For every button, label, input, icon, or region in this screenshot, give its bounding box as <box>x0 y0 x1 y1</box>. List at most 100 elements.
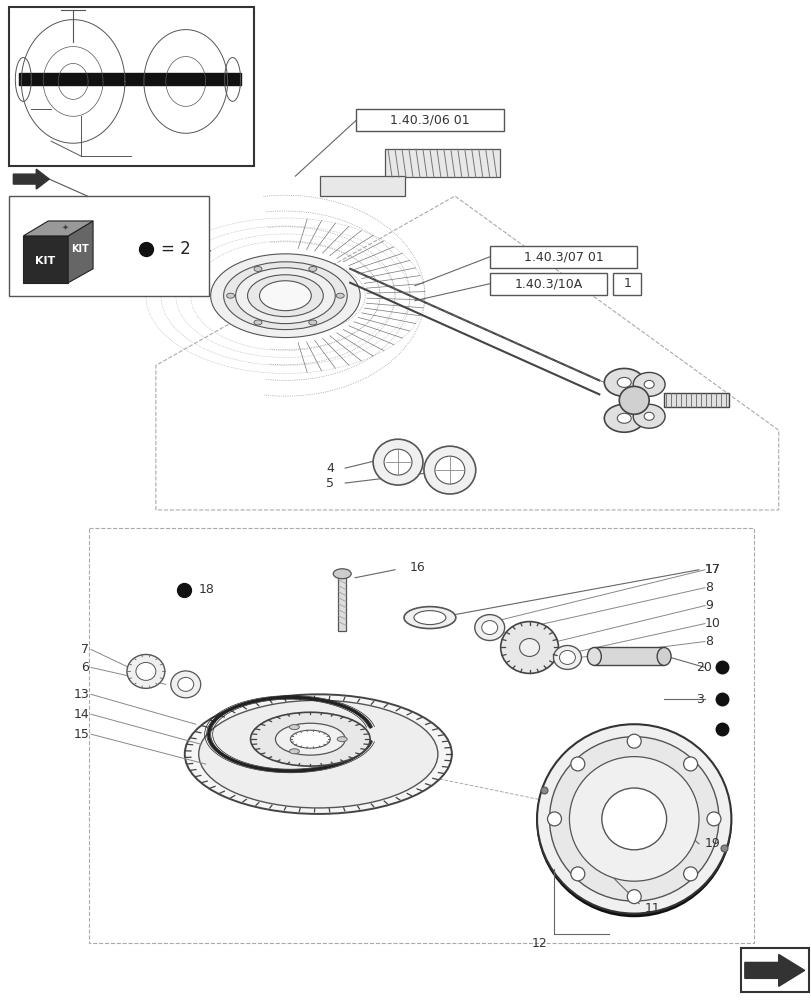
Polygon shape <box>24 221 93 236</box>
Bar <box>320 176 405 196</box>
Bar <box>10 7 253 166</box>
Ellipse shape <box>235 268 335 324</box>
Bar <box>740 948 808 992</box>
Ellipse shape <box>626 890 641 904</box>
Text: 5: 5 <box>326 477 334 490</box>
Text: 1.40.3/06 01: 1.40.3/06 01 <box>389 114 469 127</box>
Text: 12: 12 <box>531 937 547 950</box>
Ellipse shape <box>254 320 262 325</box>
Text: 4: 4 <box>326 462 334 475</box>
Ellipse shape <box>474 615 504 641</box>
Bar <box>594 647 663 665</box>
Text: 20: 20 <box>695 661 711 674</box>
Bar <box>489 273 607 295</box>
Ellipse shape <box>260 281 311 311</box>
Ellipse shape <box>336 293 344 298</box>
Ellipse shape <box>586 647 601 665</box>
Ellipse shape <box>500 622 558 673</box>
Text: 17: 17 <box>704 563 720 576</box>
Ellipse shape <box>199 700 437 808</box>
Ellipse shape <box>135 662 156 680</box>
Ellipse shape <box>569 757 698 881</box>
Text: 1.40.3/10A: 1.40.3/10A <box>513 277 582 290</box>
Text: 10: 10 <box>704 617 720 630</box>
Ellipse shape <box>127 654 165 688</box>
Text: 8: 8 <box>704 635 712 648</box>
Ellipse shape <box>404 607 455 629</box>
Ellipse shape <box>706 812 720 826</box>
Ellipse shape <box>414 611 445 625</box>
Bar <box>338 576 345 631</box>
Ellipse shape <box>308 320 316 325</box>
Polygon shape <box>24 236 68 283</box>
Ellipse shape <box>254 266 262 271</box>
Ellipse shape <box>643 380 654 388</box>
Ellipse shape <box>603 404 643 432</box>
Polygon shape <box>68 221 93 283</box>
Ellipse shape <box>290 730 330 748</box>
Ellipse shape <box>633 372 664 396</box>
Ellipse shape <box>481 621 497 635</box>
Ellipse shape <box>275 723 345 755</box>
Text: 1.40.3/07 01: 1.40.3/07 01 <box>523 250 603 263</box>
Bar <box>356 109 503 131</box>
Ellipse shape <box>559 650 575 664</box>
Text: 8: 8 <box>704 581 712 594</box>
Ellipse shape <box>553 646 581 669</box>
Ellipse shape <box>289 725 299 730</box>
Ellipse shape <box>384 449 411 475</box>
Ellipse shape <box>619 386 648 414</box>
Ellipse shape <box>616 413 630 423</box>
Text: 11: 11 <box>643 902 659 915</box>
Text: 3: 3 <box>695 693 703 706</box>
Ellipse shape <box>251 712 370 766</box>
Ellipse shape <box>185 694 451 814</box>
Ellipse shape <box>372 439 423 485</box>
Text: KIT: KIT <box>71 244 89 254</box>
Text: 7: 7 <box>81 643 89 656</box>
Text: = 2: = 2 <box>161 240 191 258</box>
Text: 18: 18 <box>199 583 214 596</box>
Ellipse shape <box>519 639 539 656</box>
Ellipse shape <box>633 404 664 428</box>
Ellipse shape <box>626 734 641 748</box>
Ellipse shape <box>656 647 670 665</box>
Ellipse shape <box>683 867 697 881</box>
Bar <box>663 393 728 407</box>
Text: 14: 14 <box>73 708 89 721</box>
Ellipse shape <box>423 446 475 494</box>
Bar <box>19 73 240 85</box>
Bar <box>489 246 637 268</box>
Text: 16: 16 <box>410 561 425 574</box>
Text: 1: 1 <box>623 277 630 290</box>
Ellipse shape <box>570 867 584 881</box>
Bar <box>10 196 208 296</box>
Ellipse shape <box>570 757 584 771</box>
Text: 15: 15 <box>73 728 89 741</box>
Ellipse shape <box>333 569 350 579</box>
Ellipse shape <box>337 737 347 742</box>
Ellipse shape <box>223 262 347 330</box>
Ellipse shape <box>289 749 299 754</box>
Text: ✦: ✦ <box>62 222 69 231</box>
Polygon shape <box>13 169 49 189</box>
Ellipse shape <box>308 266 316 271</box>
Text: 17: 17 <box>704 563 720 576</box>
Text: 13: 13 <box>73 688 89 701</box>
Bar <box>384 149 499 177</box>
Ellipse shape <box>170 671 200 698</box>
Ellipse shape <box>547 812 560 826</box>
Ellipse shape <box>549 737 718 901</box>
Ellipse shape <box>603 368 643 396</box>
Text: KIT: KIT <box>35 256 55 266</box>
Ellipse shape <box>601 788 666 850</box>
Ellipse shape <box>210 254 360 338</box>
Ellipse shape <box>178 677 194 691</box>
Ellipse shape <box>226 293 234 298</box>
Polygon shape <box>744 954 804 986</box>
Text: 6: 6 <box>81 661 89 674</box>
Text: 19: 19 <box>704 837 720 850</box>
Ellipse shape <box>536 724 731 914</box>
Ellipse shape <box>643 412 654 420</box>
Ellipse shape <box>683 757 697 771</box>
